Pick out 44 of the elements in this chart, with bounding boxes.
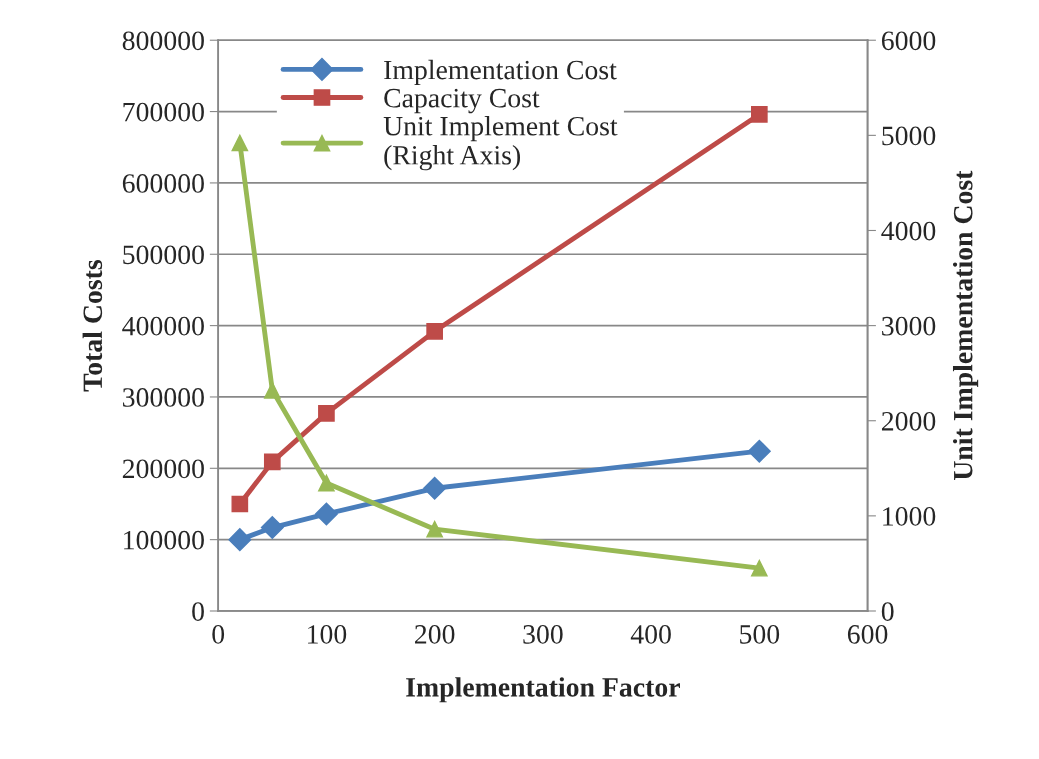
legend-label: Unit Implement Cost (Right Axis): [383, 116, 618, 171]
point: [426, 520, 443, 538]
x-tick-label: 200: [415, 624, 455, 644]
y2-tick-label: 3000: [882, 316, 936, 336]
x-tick-label: 0: [212, 624, 225, 644]
y2-axis-title: Unit Implementation Cost: [952, 170, 979, 481]
y-tick-label: 700000: [123, 102, 204, 122]
x-tick-label: 300: [523, 624, 563, 644]
x-tick-label: 500: [740, 624, 780, 644]
y-tick-label: 500000: [123, 245, 204, 265]
legend-label: Capacity Cost: [384, 88, 540, 114]
y2-tick-label: 6000: [881, 31, 936, 51]
y2-tick-label: 0: [881, 602, 894, 621]
y2-tick-label: 2000: [881, 411, 936, 431]
y-tick-label: 800000: [122, 31, 204, 51]
point: [426, 322, 443, 340]
y-tick-label: 200000: [122, 459, 204, 479]
point: [747, 439, 771, 463]
y-tick-label: 600000: [122, 174, 204, 193]
point: [260, 516, 284, 540]
y2-tick-label: 5000: [882, 126, 936, 146]
point: [263, 453, 281, 471]
point: [318, 474, 335, 492]
x-axis-title: Implementation Factor: [406, 677, 680, 703]
point: [263, 381, 281, 399]
y-axis-title: Total Costs: [82, 260, 103, 392]
x-tick-label: 400: [630, 624, 671, 644]
point: [751, 106, 768, 123]
y2-tick-label: 4000: [881, 221, 936, 241]
point: [231, 495, 249, 513]
x-tick-label: 600: [847, 624, 888, 644]
point: [231, 134, 249, 152]
point: [751, 559, 768, 577]
y-tick-label: 100000: [124, 530, 204, 550]
y-tick-label: 0: [192, 602, 204, 621]
legend-label: Implementation Cost: [384, 59, 617, 86]
point: [318, 405, 335, 422]
point: [314, 502, 338, 526]
y-tick-label: 300000: [122, 388, 204, 407]
y2-tick-label: 1000: [883, 507, 936, 526]
point: [423, 476, 447, 500]
x-tick-label: 100: [308, 624, 347, 644]
y-tick-label: 400000: [122, 316, 204, 336]
point: [228, 528, 252, 552]
